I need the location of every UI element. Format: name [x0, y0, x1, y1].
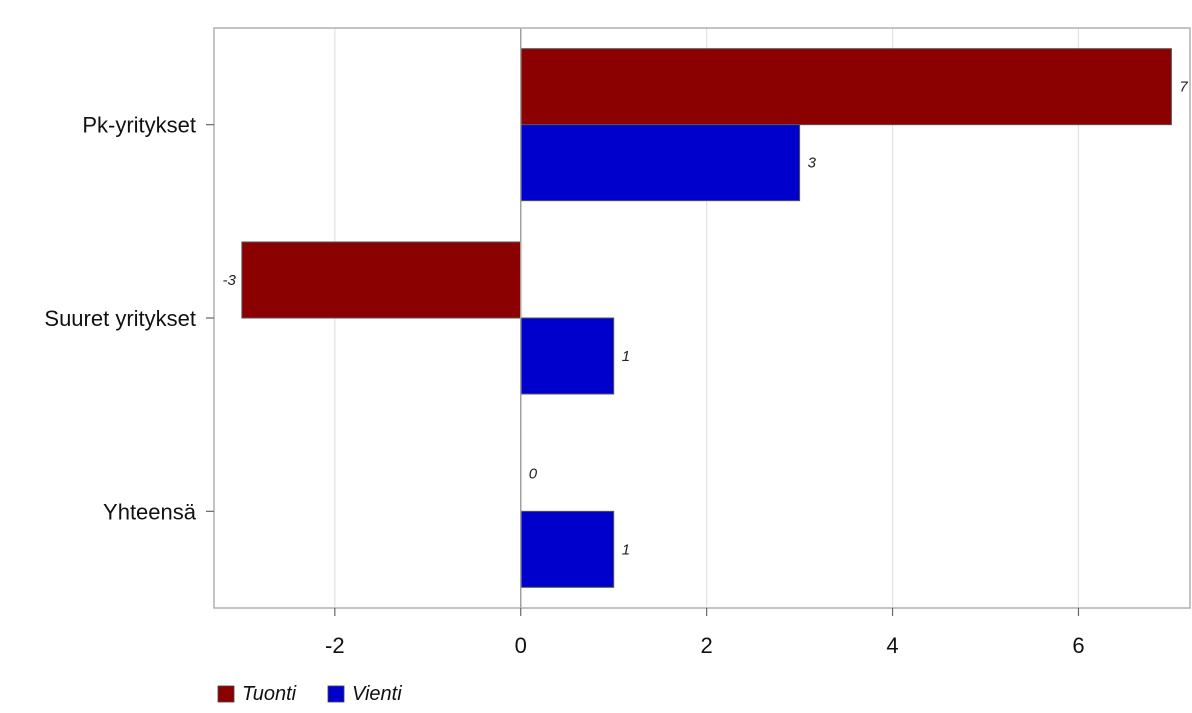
legend-label: Tuonti [242, 683, 297, 705]
bar-vienti [520, 124, 801, 202]
category-label: Pk-yritykset [82, 113, 196, 138]
legend-label: Vienti [352, 683, 402, 705]
bar-vienti [520, 317, 615, 395]
bars [241, 48, 1172, 588]
data-label: 1 [622, 541, 630, 558]
legend-swatch [327, 685, 345, 703]
data-labels: 7 3 -3 1 0 1 [223, 79, 1189, 559]
x-tick-label: 6 [1072, 633, 1084, 658]
x-tick-label: 4 [886, 633, 898, 658]
category-label: Suuret yritykset [44, 306, 196, 331]
value-axis: -2 0 2 4 6 [325, 608, 1085, 658]
x-tick-label: -2 [325, 633, 345, 658]
bar-tuonti [241, 241, 522, 319]
x-tick-label: 0 [515, 633, 527, 658]
data-label: 1 [622, 348, 630, 365]
category-axis: Pk-yritykset Suuret yritykset Yhteensä [44, 113, 214, 524]
category-label: Yhteensä [103, 499, 197, 524]
x-tick-label: 2 [701, 633, 713, 658]
bar-vienti [520, 510, 615, 588]
bar-tuonti [520, 48, 1172, 126]
data-label: 0 [529, 465, 538, 482]
data-label: 7 [1179, 79, 1188, 96]
legend: Tuonti Vienti [217, 683, 402, 705]
legend-swatch [217, 685, 235, 703]
data-label: 3 [808, 155, 817, 172]
data-label: -3 [223, 272, 237, 289]
